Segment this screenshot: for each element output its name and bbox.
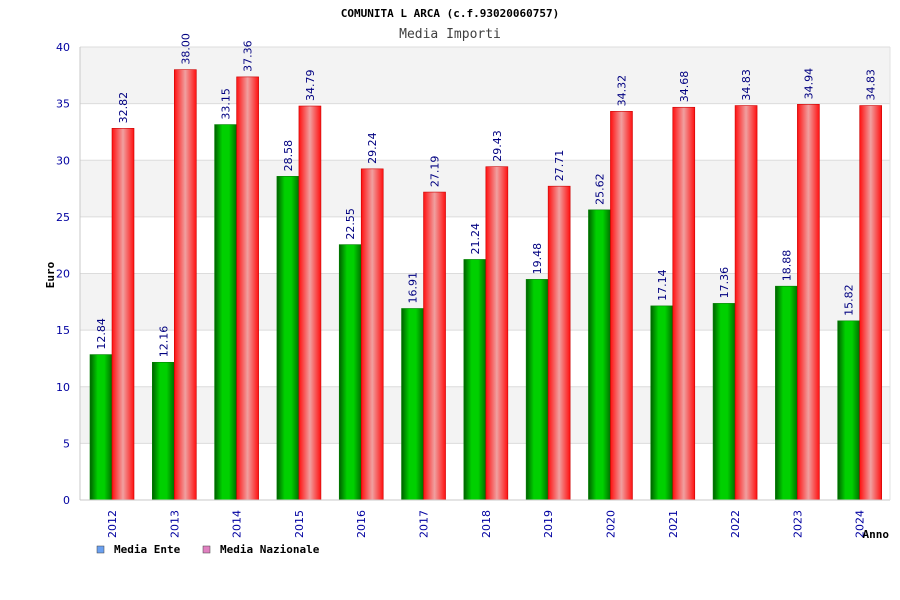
x-tick-label: 2013 <box>168 510 181 538</box>
y-axis-label: Euro <box>44 261 57 288</box>
legend-label-media-nazionale: Media Nazionale <box>220 543 320 556</box>
bar-value-label: 37.36 <box>242 40 255 72</box>
bar-media-ente <box>588 209 611 501</box>
y-tick-label: 30 <box>56 154 70 167</box>
bar-value-label: 34.83 <box>865 69 878 101</box>
chart-subtitle: Media Importi <box>399 27 501 42</box>
y-tick-label: 10 <box>56 381 70 394</box>
legend: Media Ente Media Nazionale <box>96 543 320 556</box>
bar-value-label: 12.84 <box>95 318 108 350</box>
bar-value-label: 19.48 <box>531 243 544 275</box>
grid-band <box>80 160 890 217</box>
y-tick-label: 5 <box>63 437 70 450</box>
legend-swatch-media-ente <box>96 545 105 554</box>
bar-media-nazionale <box>859 105 882 501</box>
bars <box>89 69 882 501</box>
x-tick-label: 2023 <box>791 510 804 538</box>
legend-label-media-ente: Media Ente <box>114 543 181 556</box>
bar-media-nazionale <box>734 105 758 501</box>
bar-media-nazionale <box>111 128 135 501</box>
bar-media-ente <box>338 244 362 501</box>
axes <box>79 47 891 501</box>
bar-value-label: 25.62 <box>593 173 606 205</box>
bar-media-ente <box>463 259 487 501</box>
x-tick-label: 2018 <box>480 510 493 538</box>
bar-media-nazionale <box>610 111 633 501</box>
x-tick-label: 2022 <box>729 510 742 538</box>
bar-media-ente <box>650 305 674 501</box>
grid-band <box>80 47 890 104</box>
bar-value-label: 17.14 <box>656 269 669 301</box>
bar-value-label: 27.19 <box>429 156 442 188</box>
bar-value-label: 38.00 <box>179 33 192 65</box>
bar-labels: 12.84 32.82 12.16 38.00 33.15 37.36 28.58 34.79… <box>95 33 878 357</box>
bar-media-ente <box>712 303 736 501</box>
x-tick-label: 2016 <box>355 510 368 538</box>
bar-value-label: 18.88 <box>780 250 793 282</box>
y-tick-labels: 0 5 10 15 20 25 30 35 40 <box>56 41 70 507</box>
bar-value-label: 15.82 <box>843 284 856 316</box>
x-tick-label: 2019 <box>542 510 555 538</box>
bar-value-label: 22.55 <box>344 208 357 240</box>
bar-value-label: 34.79 <box>304 70 317 102</box>
x-tick-label: 2014 <box>231 510 244 538</box>
bar-media-ente <box>775 285 798 501</box>
y-tick-label: 25 <box>56 211 70 224</box>
x-tick-label: 2015 <box>293 510 306 538</box>
x-axis-label: Anno <box>863 528 890 541</box>
grid-band <box>80 103 890 161</box>
bar-media-nazionale <box>672 106 696 501</box>
bar-value-label: 17.36 <box>718 267 731 299</box>
bar-value-label: 29.24 <box>366 132 379 164</box>
bar-value-label: 28.58 <box>282 140 295 172</box>
bar-media-nazionale <box>298 105 322 501</box>
bar-value-label: 12.16 <box>157 326 170 358</box>
bar-media-ente <box>89 354 113 501</box>
x-tick-label: 2017 <box>418 510 431 538</box>
bar-media-ente <box>837 320 860 501</box>
x-tick-label: 2024 <box>854 510 867 538</box>
bar-value-label: 29.43 <box>491 130 504 162</box>
bar-media-nazionale <box>174 69 197 501</box>
legend-swatch-media-nazionale <box>202 545 211 554</box>
y-tick-label: 15 <box>56 324 70 337</box>
y-tick-label: 35 <box>56 98 70 111</box>
bar-value-label: 32.82 <box>117 92 130 124</box>
bar-media-nazionale <box>423 191 446 501</box>
bar-media-ente <box>152 361 175 501</box>
bar-value-label: 27.71 <box>553 150 566 182</box>
y-tick-label: 40 <box>56 41 70 54</box>
bar-value-label: 34.94 <box>802 68 815 100</box>
bar-media-ente <box>276 176 300 501</box>
x-tick-label: 2021 <box>667 510 680 538</box>
bar-media-ente <box>214 124 237 501</box>
x-tick-labels: 2012 2013 2014 2015 2016 2017 2018 2019 2020 2021… <box>106 510 867 538</box>
bar-media-nazionale <box>360 168 384 501</box>
y-tick-label: 0 <box>63 494 70 507</box>
bar-media-nazionale <box>547 185 571 501</box>
bar-media-nazionale <box>797 104 820 501</box>
bar-media-nazionale <box>485 166 509 501</box>
chart-title: COMUNITA L ARCA (c.f.93020060757) <box>341 7 560 20</box>
bar-value-label: 34.32 <box>615 75 628 107</box>
bar-value-label: 16.91 <box>407 272 420 304</box>
plot-area: 12.84 32.82 12.16 38.00 33.15 37.36 28.58 34.79… <box>56 33 891 538</box>
bar-value-label: 34.68 <box>678 71 691 103</box>
bar-media-ente <box>525 279 549 501</box>
x-tick-label: 2020 <box>604 510 617 538</box>
bar-media-nazionale <box>236 76 259 501</box>
x-tick-label: 2012 <box>106 510 119 538</box>
bar-value-label: 33.15 <box>220 88 233 120</box>
bar-value-label: 21.24 <box>469 223 482 255</box>
bar-value-label: 34.83 <box>740 69 753 101</box>
bar-media-ente <box>401 308 424 501</box>
y-tick-label: 20 <box>56 268 70 281</box>
